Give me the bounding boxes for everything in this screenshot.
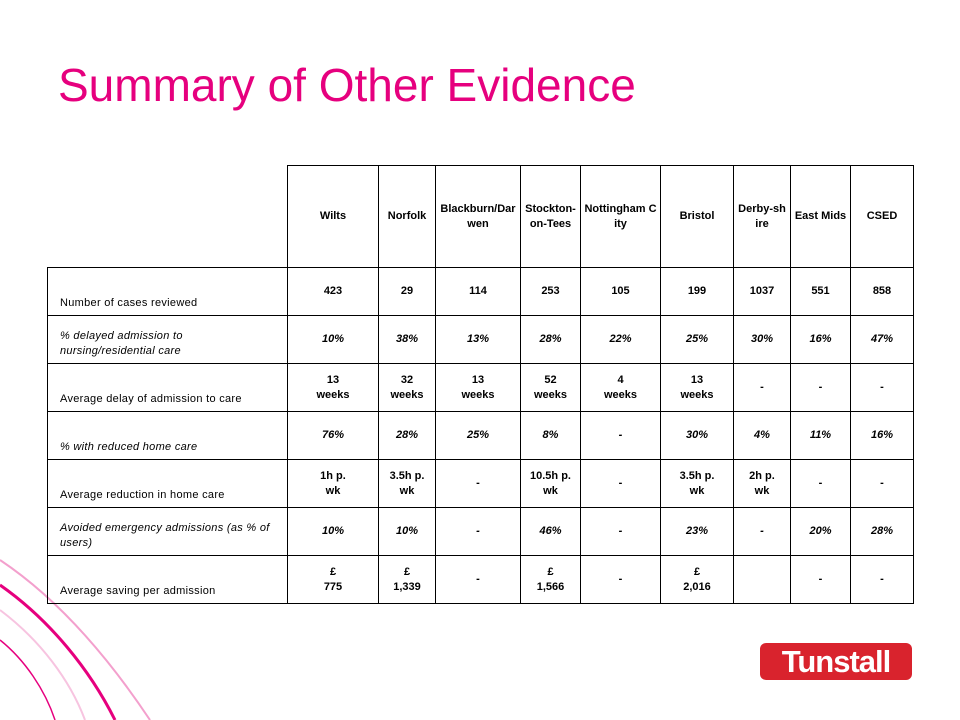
table-cell: - [435,459,521,508]
table-cell: £ 1,566 [520,555,581,604]
row-label: Average reduction in home care [47,459,288,508]
table-cell: 47% [850,315,914,364]
table-cell: 4 weeks [580,363,661,412]
table-cell: - [580,411,661,460]
column-header: East Mids [790,165,851,268]
table-row: % delayed admission to nursing/residenti… [47,315,914,364]
table-cell: 114 [435,267,521,316]
evidence-table: Wilts Norfolk Blackburn/Darwen Stockton-on-… [47,165,914,604]
table-cell: 105 [580,267,661,316]
row-label: % delayed admission to nursing/residenti… [47,315,288,364]
table-cell: 10% [378,507,436,556]
table-cell: 16% [790,315,851,364]
table-cell [733,555,791,604]
row-label: Avoided emergency admissions (as % of us… [47,507,288,556]
row-label: Average saving per admission [47,555,288,604]
table-cell: 3.5h p. wk [660,459,734,508]
table-cell: 22% [580,315,661,364]
column-header: CSED [850,165,914,268]
table-cell: - [850,555,914,604]
table-cell: 38% [378,315,436,364]
column-header: Derby-shire [733,165,791,268]
table-cell: 28% [378,411,436,460]
table-cell: 20% [790,507,851,556]
table-cell: 11% [790,411,851,460]
table-cell: 25% [435,411,521,460]
table-cell: 10.5h p. wk [520,459,581,508]
table-cell: 13% [435,315,521,364]
table-cell: - [580,507,661,556]
table-cell: 1037 [733,267,791,316]
column-header: Wilts [287,165,379,268]
table-cell: - [790,363,851,412]
corner [47,165,288,268]
table-cell: 253 [520,267,581,316]
row-label: Number of cases reviewed [47,267,288,316]
table-cell: 13 weeks [287,363,379,412]
column-header: Blackburn/Darwen [435,165,521,268]
table-cell: - [850,459,914,508]
table-cell: - [790,459,851,508]
logo: Tunstall [760,643,912,680]
table-cell: - [580,555,661,604]
table-cell: 2h p. wk [733,459,791,508]
table-cell: £ 1,339 [378,555,436,604]
table-cell: 25% [660,315,734,364]
table-cell: 3.5h p. wk [378,459,436,508]
column-header: Bristol [660,165,734,268]
table-cell: 423 [287,267,379,316]
table-cell: 52 weeks [520,363,581,412]
table-cell: 13 weeks [435,363,521,412]
table-cell: 16% [850,411,914,460]
table-cell: 76% [287,411,379,460]
row-label: Average delay of admission to care [47,363,288,412]
table-cell: - [435,555,521,604]
column-header: Norfolk [378,165,436,268]
table-row: Average reduction in home care 1h p. wk 3.… [47,459,914,508]
table-cell: - [733,507,791,556]
table-cell: 23% [660,507,734,556]
table-cell: - [580,459,661,508]
table-cell: 46% [520,507,581,556]
slide-title: Summary of Other Evidence [58,59,636,111]
table-cell: - [733,363,791,412]
table-cell: £ 775 [287,555,379,604]
table-cell: 1h p. wk [287,459,379,508]
table-cell: - [850,363,914,412]
column-header: Stockton-on-Tees [520,165,581,268]
table-row: % with reduced home care 76% 28% 25% 8% -30% 4… [47,411,914,460]
table-cell: 10% [287,507,379,556]
table-cell: - [790,555,851,604]
table-row: Average saving per admission £ 775 £ 1,339… [47,555,914,604]
table-cell: £ 2,016 [660,555,734,604]
row-label: % with reduced home care [47,411,288,460]
column-header: Nottingham City [580,165,661,268]
table-cell: 199 [660,267,734,316]
table-cell: 28% [520,315,581,364]
table-cell: - [435,507,521,556]
table-cell: 29 [378,267,436,316]
table-cell: 13 weeks [660,363,734,412]
table-row: Avoided emergency admissions (as % of us… [47,507,914,556]
table-cell: 10% [287,315,379,364]
table-row: Average delay of admission to care 13 wee… [47,363,914,412]
table-cell: 858 [850,267,914,316]
table-cell: 30% [733,315,791,364]
table-cell: 8% [520,411,581,460]
table-row: Number of cases reviewed 423 29 114 253 105 19… [47,267,914,316]
table-cell: 32 weeks [378,363,436,412]
table-cell: 551 [790,267,851,316]
table-cell: 4% [733,411,791,460]
table-cell: 30% [660,411,734,460]
table-cell: 28% [850,507,914,556]
